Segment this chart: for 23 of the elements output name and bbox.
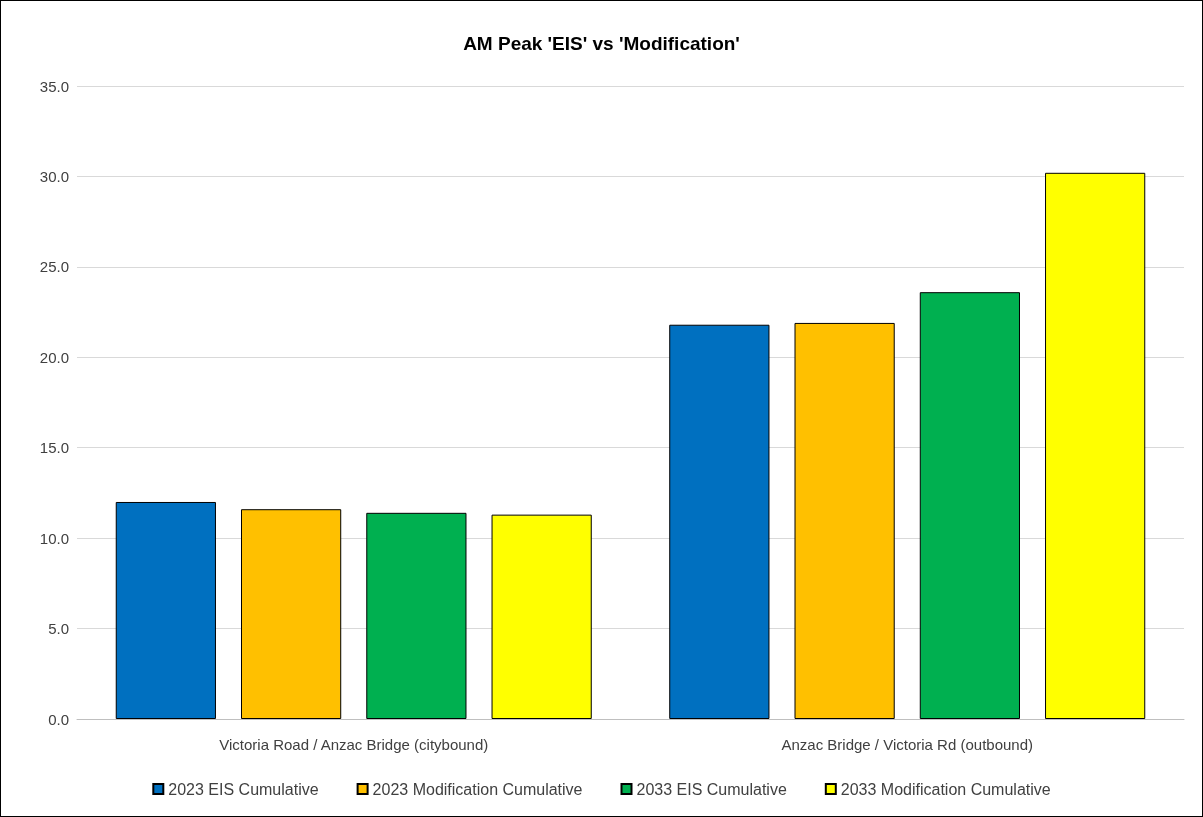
x-tick-label: Victoria Road / Anzac Bridge (citybound) bbox=[219, 736, 489, 753]
legend-label: 2033 EIS Cumulative bbox=[636, 780, 787, 798]
bar bbox=[919, 292, 1020, 719]
y-tick-label: 20.0 bbox=[39, 348, 69, 366]
y-tick-label: 5.0 bbox=[48, 620, 69, 638]
chart-title: AM Peak 'EIS' vs 'Modification' bbox=[463, 33, 740, 54]
x-tick-label: Anzac Bridge / Victoria Rd (outbound) bbox=[781, 736, 1034, 753]
y-tick-label: 35.0 bbox=[39, 77, 69, 95]
y-tick-label: 0.0 bbox=[48, 710, 69, 728]
bar bbox=[366, 512, 467, 719]
y-tick-label: 10.0 bbox=[39, 529, 69, 547]
bar bbox=[669, 324, 770, 719]
bar bbox=[794, 322, 895, 719]
legend-label: 2023 EIS Cumulative bbox=[168, 780, 319, 798]
legend-label: 2023 Modification Cumulative bbox=[372, 780, 583, 798]
y-tick-label: 15.0 bbox=[39, 439, 69, 457]
legend-label: 2033 Modification Cumulative bbox=[840, 780, 1051, 798]
bar bbox=[115, 501, 216, 719]
y-tick-label: 30.0 bbox=[39, 167, 69, 185]
bar bbox=[241, 509, 342, 719]
bar bbox=[491, 514, 592, 719]
y-tick-label: 25.0 bbox=[39, 258, 69, 276]
bar bbox=[1045, 172, 1146, 719]
